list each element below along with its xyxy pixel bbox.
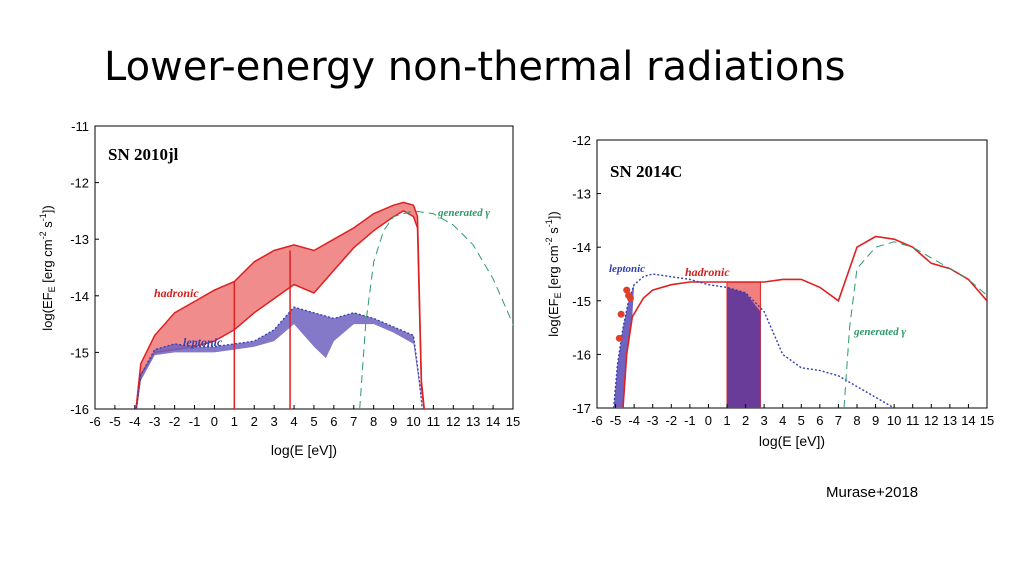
y-tick-label: -16 bbox=[70, 402, 89, 417]
leptonic-line bbox=[613, 273, 895, 408]
x-tick-label: -2 bbox=[169, 414, 181, 429]
x-tick-label: -1 bbox=[189, 414, 201, 429]
x-tick-label: 0 bbox=[211, 414, 218, 429]
x-tick-label: 12 bbox=[924, 413, 938, 428]
data-point bbox=[615, 334, 623, 342]
x-tick-label: -3 bbox=[647, 413, 659, 428]
generated-gamma-label: generated γ bbox=[437, 207, 490, 219]
x-tick-label: -5 bbox=[610, 413, 622, 428]
hadronic-upper-line bbox=[135, 201, 426, 409]
data-point bbox=[617, 310, 625, 318]
y-tick-label: -12 bbox=[70, 176, 89, 191]
x-tick-label: 3 bbox=[761, 413, 768, 428]
x-tick-label: 7 bbox=[835, 413, 842, 428]
slide-title: Lower-energy non-thermal radiations bbox=[104, 44, 846, 90]
x-axis-label: log(E [eV]) bbox=[271, 442, 337, 458]
x-tick-label: 4 bbox=[290, 414, 297, 429]
x-tick-label: 4 bbox=[779, 413, 786, 428]
x-tick-label: 15 bbox=[506, 414, 520, 429]
x-tick-label: -6 bbox=[591, 413, 603, 428]
x-tick-label: 6 bbox=[816, 413, 823, 428]
hadronic-line bbox=[622, 235, 987, 408]
y-tick-label: -14 bbox=[572, 240, 591, 255]
x-tick-label: -6 bbox=[89, 414, 101, 429]
x-tick-label: 3 bbox=[271, 414, 278, 429]
x-tick-label: -2 bbox=[666, 413, 678, 428]
leptonic-band bbox=[613, 284, 635, 408]
x-axis-label: log(E [eV]) bbox=[759, 433, 825, 449]
y-tick-label: -12 bbox=[572, 133, 591, 148]
x-tick-label: 1 bbox=[723, 413, 730, 428]
generated-gamma-line bbox=[359, 210, 513, 409]
y-tick-label: -17 bbox=[572, 401, 591, 416]
x-tick-label: 5 bbox=[310, 414, 317, 429]
y-tick-label: -14 bbox=[70, 289, 89, 304]
x-tick-label: 12 bbox=[446, 414, 460, 429]
x-tick-label: 2 bbox=[742, 413, 749, 428]
x-tick-label: 6 bbox=[330, 414, 337, 429]
y-axis-label: log(EFE [erg cm-2 s-1]) bbox=[544, 211, 563, 336]
x-tick-label: 9 bbox=[390, 414, 397, 429]
chart-title: SN 2010jl bbox=[108, 145, 179, 164]
y-tick-label: -15 bbox=[70, 345, 89, 360]
y-tick-label: -11 bbox=[71, 119, 89, 134]
x-tick-label: 9 bbox=[872, 413, 879, 428]
y-axis-label: log(EFE [erg cm-2 s-1]) bbox=[38, 205, 57, 330]
citation-credit: Murase+2018 bbox=[826, 484, 919, 501]
x-tick-label: 14 bbox=[961, 413, 975, 428]
y-tick-label: -16 bbox=[572, 347, 591, 362]
x-tick-label: 8 bbox=[370, 414, 377, 429]
x-tick-label: 2 bbox=[251, 414, 258, 429]
x-tick-label: -4 bbox=[628, 413, 640, 428]
hadronic-label: hadronic bbox=[685, 265, 730, 279]
hadronic-label: hadronic bbox=[154, 286, 199, 300]
x-tick-label: 10 bbox=[406, 414, 420, 429]
x-tick-label: 0 bbox=[705, 413, 712, 428]
x-tick-label: 8 bbox=[853, 413, 860, 428]
leptonic-label: leptonic bbox=[183, 335, 223, 349]
x-tick-label: -1 bbox=[684, 413, 696, 428]
data-point bbox=[626, 294, 634, 302]
y-tick-label: -13 bbox=[70, 232, 89, 247]
data-point bbox=[623, 286, 631, 294]
leptonic-label: leptonic bbox=[609, 263, 645, 275]
generated-gamma-label: generated γ bbox=[853, 326, 906, 338]
plot-frame bbox=[596, 139, 988, 409]
x-tick-label: 15 bbox=[980, 413, 994, 428]
x-tick-label: 1 bbox=[231, 414, 238, 429]
y-tick-label: -15 bbox=[572, 294, 591, 309]
x-tick-label: 13 bbox=[466, 414, 480, 429]
x-tick-label: -3 bbox=[149, 414, 161, 429]
generated-gamma-line bbox=[843, 241, 987, 408]
y-tick-label: -13 bbox=[572, 187, 591, 202]
plot-frame bbox=[94, 125, 514, 410]
chart-title: SN 2014C bbox=[610, 162, 682, 181]
x-tick-label: 11 bbox=[906, 413, 920, 428]
overlap-band bbox=[727, 287, 761, 408]
leptonic-upper-line bbox=[135, 306, 423, 409]
x-tick-label: 11 bbox=[427, 414, 441, 429]
x-tick-label: 13 bbox=[943, 413, 957, 428]
chart-sn2010jl: -6 -5 -4 -3 -2 -1 0 1 2 3 4 5 6 7 8 9 10 11 12 13 14 15 -11-1… bbox=[38, 119, 520, 458]
hadronic-band bbox=[135, 202, 425, 409]
x-tick-label: -4 bbox=[129, 414, 141, 429]
leptonic-band bbox=[136, 307, 423, 409]
x-tick-label: 7 bbox=[350, 414, 357, 429]
x-tick-label: 14 bbox=[486, 414, 500, 429]
x-tick-label: 5 bbox=[798, 413, 805, 428]
x-tick-label: 10 bbox=[887, 413, 901, 428]
chart-sn2014c: -6 -5 -4 -3 -2 -1 0 1 2 3 4 5 6 7 8 9 10 11 12 13 14 15 -12-1… bbox=[544, 133, 994, 449]
x-tick-label: -5 bbox=[109, 414, 121, 429]
